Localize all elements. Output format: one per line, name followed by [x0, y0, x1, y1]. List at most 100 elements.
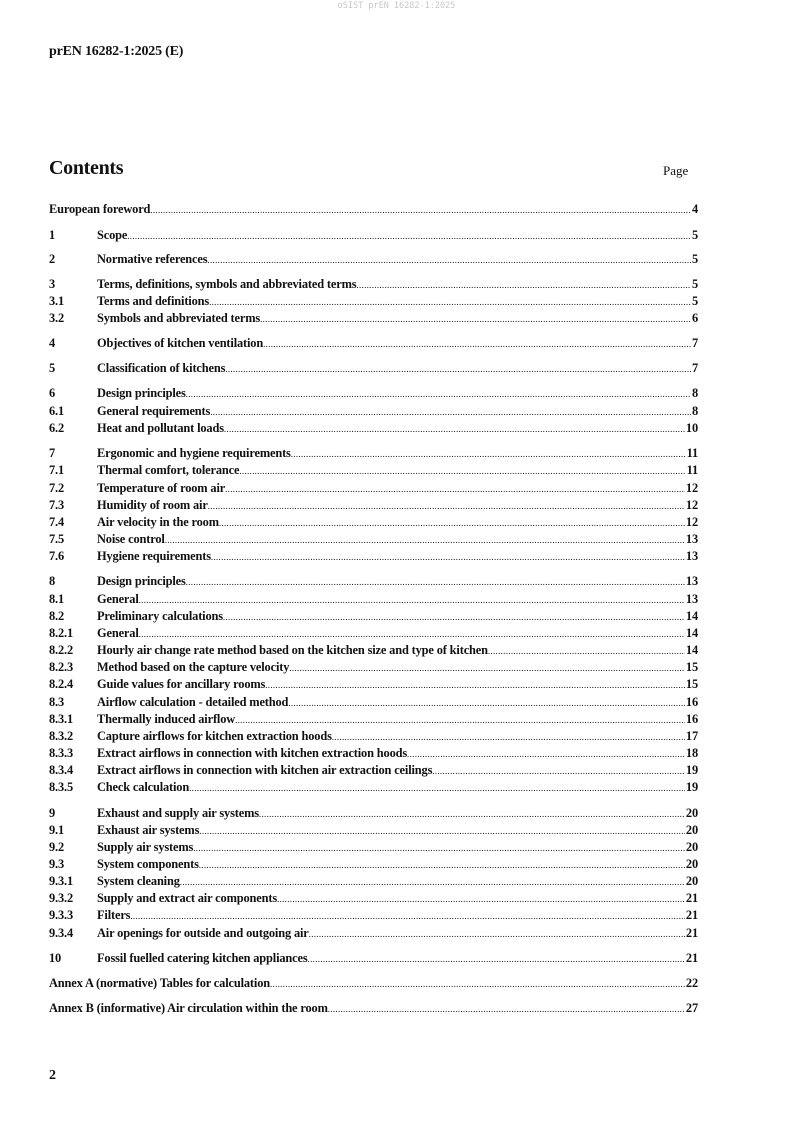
- toc-entry-title: Guide values for ancillary rooms: [97, 677, 266, 691]
- toc-entry[interactable]: 7.2 Temperature of room air 12: [49, 480, 698, 496]
- toc-entry-page: 7: [691, 361, 698, 375]
- toc-entry[interactable]: 7.5 Noise control 13: [49, 531, 698, 547]
- toc-entry[interactable]: 8.3.5 Check calculation 19: [49, 779, 698, 795]
- toc-entry[interactable]: 8.3 Airflow calculation - detailed method…: [49, 694, 698, 710]
- toc-entry-title: Terms and definitions: [97, 294, 210, 308]
- toc-entry[interactable]: 7 Ergonomic and hygiene requirements 11: [49, 445, 698, 461]
- toc-entry-title: Check calculation: [97, 780, 190, 794]
- toc-entry-page: 12: [685, 498, 698, 512]
- toc-entry[interactable]: 3.2 Symbols and abbreviated terms 6: [49, 310, 698, 326]
- toc-leader-dots: [127, 228, 691, 244]
- toc-entry-number: 8.2.4: [49, 677, 74, 691]
- toc-entry[interactable]: 7.1 Thermal comfort, tolerance 11: [49, 462, 698, 478]
- toc-entry[interactable]: 9.3.4 Air openings for outside and outgoi…: [49, 925, 698, 941]
- toc-leader-dots: [189, 780, 685, 796]
- toc-entry-title: System cleaning: [97, 874, 180, 888]
- toc-leader-dots: [223, 609, 685, 625]
- toc-entry-title: General: [97, 626, 139, 640]
- toc-entry-page: 15: [685, 660, 698, 674]
- toc-entry-page: 10: [685, 421, 698, 435]
- toc-entry[interactable]: 8.2.1 General 14: [49, 625, 698, 641]
- toc-entry-title: Annex B (informative) Air circulation wi…: [49, 1001, 328, 1015]
- toc-entry[interactable]: 9.3.1 System cleaning 20: [49, 873, 698, 889]
- toc-entry-page: 5: [691, 294, 698, 308]
- toc-entry-number: 7: [49, 446, 56, 460]
- toc-leader-dots: [488, 643, 685, 659]
- toc-leader-dots: [225, 361, 691, 377]
- toc-entry[interactable]: 9 Exhaust and supply air systems 20: [49, 805, 698, 821]
- toc-leader-dots: [407, 746, 685, 762]
- toc-entry[interactable]: Annex B (informative) Air circulation wi…: [49, 1000, 698, 1016]
- toc-entry[interactable]: 7.4 Air velocity in the room 12: [49, 514, 698, 530]
- toc-entry[interactable]: 7.6 Hygiene requirements 13: [49, 548, 698, 564]
- toc-entry-title: Objectives of kitchen ventilation: [97, 336, 264, 350]
- toc-entry[interactable]: 2 Normative references 5: [49, 251, 698, 267]
- toc-entry-page: 22: [685, 976, 698, 990]
- toc-entry[interactable]: 8.3.3 Extract airflows in connection with…: [49, 745, 698, 761]
- toc-entry-title: Annex A (normative) Tables for calculati…: [49, 976, 270, 990]
- toc-leader-dots: [289, 660, 685, 676]
- toc-entry[interactable]: 8.3.4 Extract airflows in connection with…: [49, 762, 698, 778]
- toc-entry[interactable]: 6.1 General requirements 8: [49, 403, 698, 419]
- toc-leader-dots: [139, 592, 685, 608]
- toc-entry[interactable]: 9.3.3 Filters 21: [49, 907, 698, 923]
- toc-entry-page: 14: [685, 643, 698, 657]
- toc-entry[interactable]: 9.2 Supply air systems 20: [49, 839, 698, 855]
- toc-entry-number: 6: [49, 386, 56, 400]
- toc-entry-page: 5: [691, 277, 698, 291]
- toc-entry-page: 16: [685, 695, 698, 709]
- toc-entry[interactable]: 8.2 Preliminary calculations 14: [49, 608, 698, 624]
- toc-entry[interactable]: 1 Scope 5: [49, 227, 698, 243]
- toc-entry[interactable]: 5 Classification of kitchens 7: [49, 360, 698, 376]
- toc-entry-title: Method based on the capture velocity: [97, 660, 290, 674]
- toc-entry-page: 8: [691, 386, 698, 400]
- toc-entry[interactable]: 4 Objectives of kitchen ventilation 7: [49, 335, 698, 351]
- toc-leader-dots: [270, 976, 685, 992]
- toc-entry-number: 8.3.3: [49, 746, 74, 760]
- toc-entry-number: 9.3.2: [49, 891, 74, 905]
- toc-entry[interactable]: 10 Fossil fuelled catering kitchen applia…: [49, 950, 698, 966]
- toc-entry[interactable]: 8.2.2 Hourly air change rate method based…: [49, 642, 698, 658]
- toc-entry-number: 7.4: [49, 515, 65, 529]
- toc-entry[interactable]: 6 Design principles 8: [49, 385, 698, 401]
- toc-entry[interactable]: 9.3.2 Supply and extract air components 21: [49, 890, 698, 906]
- toc-entry-title: Air openings for outside and outgoing ai…: [97, 926, 309, 940]
- toc-entry[interactable]: 3 Terms, definitions, symbols and abbrevi…: [49, 276, 698, 292]
- toc-leader-dots: [186, 386, 691, 402]
- toc-entry-title: Fossil fuelled catering kitchen applianc…: [97, 951, 308, 965]
- toc-entry-number: 6.1: [49, 404, 65, 418]
- toc-entry-number: 9.1: [49, 823, 65, 837]
- toc-leader-dots: [208, 498, 685, 514]
- toc-entry-page: 6: [691, 311, 698, 325]
- toc-leader-dots: [309, 926, 685, 942]
- toc-entry[interactable]: 9.1 Exhaust air systems 20: [49, 822, 698, 838]
- toc-entry-page: 14: [685, 626, 698, 640]
- toc-entry-number: 9.3.3: [49, 908, 74, 922]
- toc-entry-number: 3: [49, 277, 56, 291]
- toc-entry[interactable]: 3.1 Terms and definitions 5: [49, 293, 698, 309]
- toc-leader-dots: [288, 695, 685, 711]
- toc-entry[interactable]: 9.3 System components 20: [49, 856, 698, 872]
- toc-entry-title: System components: [97, 857, 199, 871]
- document-id: prEN 16282-1:2025 (E): [49, 44, 184, 59]
- toc-entry-number: 8.3.4: [49, 763, 74, 777]
- toc-entry[interactable]: 6.2 Heat and pollutant loads 10: [49, 420, 698, 436]
- toc-entry[interactable]: 8.2.4 Guide values for ancillary rooms 15: [49, 676, 698, 692]
- toc-entry-number: 4: [49, 336, 56, 350]
- toc-entry-title: Temperature of room air: [97, 481, 226, 495]
- toc-leader-dots: [165, 532, 685, 548]
- toc-entry-number: 7.2: [49, 481, 65, 495]
- toc-leader-dots: [308, 951, 685, 967]
- toc-entry-title: European foreword: [49, 202, 151, 216]
- toc-entry[interactable]: European foreword 4: [49, 201, 698, 217]
- toc-entry[interactable]: 8.1 General 13: [49, 591, 698, 607]
- toc-entry[interactable]: 8.3.2 Capture airflows for kitchen extrac…: [49, 728, 698, 744]
- toc-entry[interactable]: 7.3 Humidity of room air 12: [49, 497, 698, 513]
- toc-entry-page: 13: [685, 574, 698, 588]
- toc-entry-title: Supply air systems: [97, 840, 194, 854]
- toc-entry[interactable]: 8 Design principles 13: [49, 573, 698, 589]
- toc-entry[interactable]: 8.3.1 Thermally induced airflow 16: [49, 711, 698, 727]
- toc-entry[interactable]: 8.2.3 Method based on the capture velocit…: [49, 659, 698, 675]
- toc-leader-dots: [259, 806, 685, 822]
- toc-entry[interactable]: Annex A (normative) Tables for calculati…: [49, 975, 698, 991]
